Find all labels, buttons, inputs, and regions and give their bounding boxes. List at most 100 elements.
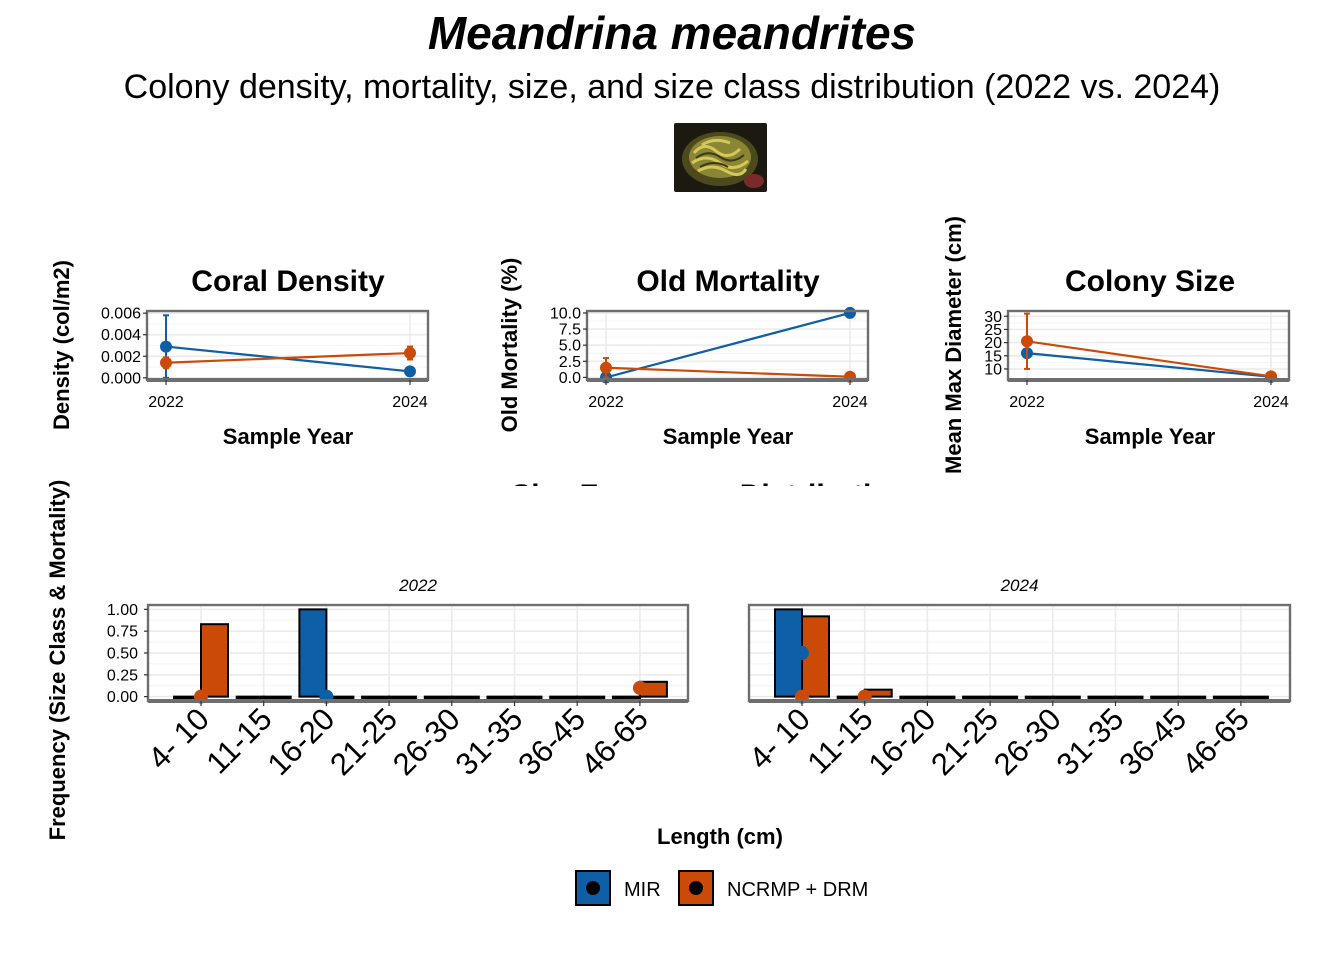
- facet-0-x-tick-label: 26-30: [386, 701, 467, 782]
- facet-0-x-tick-label: 11-15: [199, 701, 278, 780]
- facet-1-mortality-point: [795, 646, 809, 660]
- facet-1-x-tick-label: 31-35: [1050, 701, 1131, 782]
- facet-1-bar: [1087, 695, 1117, 700]
- panel-2-x-tick-label: 2024: [1253, 394, 1289, 411]
- panel-0-x-tick-label: 2024: [392, 394, 428, 411]
- panel-2-title: Colony Size: [1065, 265, 1235, 298]
- facet-0-series-0: [173, 608, 641, 700]
- coral-photo: [674, 123, 767, 192]
- facet-0-bar: [513, 695, 543, 700]
- facet-0-strip-label: 2022: [398, 576, 437, 595]
- main-title: Meandrina meandrites: [427, 7, 917, 59]
- panel-0-data-point: [404, 347, 416, 360]
- facet-0-x-tick-label: 36-45: [511, 701, 592, 782]
- panel-0-data-point: [160, 356, 172, 369]
- panel-2-y-tick-label: 10: [984, 361, 1002, 378]
- facet-0-bar: [361, 695, 391, 700]
- facet-1-x-tick-label: 21-25: [924, 701, 1005, 782]
- panel-2-x-axis-title: Sample Year: [1085, 424, 1216, 449]
- panel-0-x-axis-title: Sample Year: [223, 424, 354, 449]
- facet-0-x-tick-label: 4- 10: [141, 701, 216, 776]
- panel-2-y-tick-label: 30: [984, 309, 1002, 326]
- legend-key-point-0: [586, 881, 600, 895]
- facet-0-bar: [262, 695, 292, 700]
- facet-1-x-tick-label: 4- 10: [742, 701, 817, 776]
- panel-0-title: Coral Density: [191, 265, 385, 298]
- facet-1-bar: [962, 695, 992, 700]
- facet-0-bar: [298, 608, 328, 698]
- facet-1-strip-label: 2024: [1000, 576, 1039, 595]
- panel-1-y-axis-title: Old Mortality (%): [497, 258, 522, 433]
- panel-2-series-line: [1026, 340, 1272, 378]
- facet-0-bar: [235, 695, 265, 700]
- panel-1-y-tick-label: 2.5: [559, 354, 581, 371]
- panel-0-y-tick-label: 0.004: [101, 327, 141, 344]
- facet-0-bar: [200, 623, 229, 698]
- size-frequency-x-axis-title: Length (cm): [657, 824, 783, 849]
- panel-1-data-point: [844, 306, 856, 319]
- facet-1-x-tick-label: 16-20: [862, 701, 943, 782]
- facet-y-tick-label: 0.75: [107, 624, 138, 641]
- legend-key-point-1: [689, 881, 703, 895]
- facet-0-x-tick-label: 46-65: [574, 701, 655, 782]
- facet-1-x-tick-label: 36-45: [1112, 701, 1193, 782]
- facet-1-x-tick-label: 46-65: [1175, 701, 1256, 782]
- facet-1-bar: [1212, 695, 1242, 700]
- panel-2-y-tick-label: 20: [984, 335, 1002, 352]
- panel-2-y-axis-title: Mean Max Diameter (cm): [941, 216, 966, 474]
- facet-1-bar: [1177, 695, 1207, 700]
- facet-1-mortality-0: [795, 646, 809, 660]
- panel-2-y-tick-label: 15: [984, 348, 1002, 365]
- panel-0-x-tick-label: 2022: [148, 394, 184, 411]
- facet-1-x-tick-label: 26-30: [987, 701, 1068, 782]
- facet-y-tick-label: 0.00: [107, 689, 138, 706]
- facet-y-tick-label: 0.50: [107, 646, 138, 663]
- panel-1-series-line: [605, 311, 851, 379]
- facet-1-bar: [899, 695, 929, 700]
- panel-0-data-point: [160, 340, 172, 353]
- facet-0-x-tick-label: 16-20: [261, 701, 342, 782]
- panel-2-x-tick-label: 2022: [1009, 394, 1045, 411]
- facet-0-grid: [148, 605, 688, 701]
- facet-1-bar: [1150, 695, 1180, 700]
- panel-1-y-tick-label: 5.0: [559, 338, 581, 355]
- panel-0-data-point: [404, 365, 416, 378]
- size-frequency-y-axis-title: Frequency (Size Class & Mortality): [45, 480, 70, 841]
- main-subtitle: Colony density, mortality, size, and siz…: [123, 68, 1221, 106]
- legend-label-1: NCRMP + DRM: [727, 879, 868, 901]
- facet-1-bar: [1239, 695, 1269, 700]
- facet-0-mortality-point: [632, 680, 647, 695]
- facet-1-bar: [989, 695, 1019, 700]
- facet-0-bar: [611, 695, 641, 700]
- panel-1-x-axis-title: Sample Year: [663, 424, 794, 449]
- facet-0-x-tick-label: 21-25: [323, 701, 404, 782]
- panel-1-data-point: [600, 361, 612, 374]
- facet-1-bar: [1024, 695, 1054, 700]
- facet-1-bar: [926, 695, 956, 700]
- panel-1-title: Old Mortality: [636, 265, 820, 298]
- facet-y-tick-label: 1.00: [107, 602, 138, 619]
- facet-1-grid: [749, 605, 1290, 701]
- panel-0-y-tick-label: 0.000: [101, 370, 141, 387]
- panel-2-series-line: [1026, 352, 1272, 378]
- panel-0-y-axis-title: Density (col/m2): [49, 260, 74, 430]
- panel-1-y-tick-label: 10.0: [550, 305, 581, 322]
- panel-0-series-1: [160, 345, 416, 370]
- panel-1-y-tick-label: 0.0: [559, 370, 581, 387]
- facet-0-x-tick-label: 31-35: [449, 701, 530, 782]
- panel-1-x-tick-label: 2024: [832, 394, 868, 411]
- facet-y-tick-label: 0.25: [107, 667, 138, 684]
- coral-photo-image: [674, 123, 767, 192]
- legend-label-0: MIR: [624, 879, 661, 901]
- facet-1-x-tick-label: 11-15: [800, 701, 879, 780]
- panel-0-y-tick-label: 0.006: [101, 306, 141, 323]
- facet-0-bar: [388, 695, 418, 700]
- panel-1-series-line: [605, 366, 851, 378]
- panel-2-grid: [1008, 311, 1289, 380]
- facet-1-bar: [1114, 695, 1144, 700]
- facet-0-bar: [576, 695, 606, 700]
- panel-2-y-tick-label: 25: [984, 322, 1002, 339]
- facet-0-bar: [450, 695, 480, 700]
- panel-1-x-tick-label: 2022: [588, 394, 624, 411]
